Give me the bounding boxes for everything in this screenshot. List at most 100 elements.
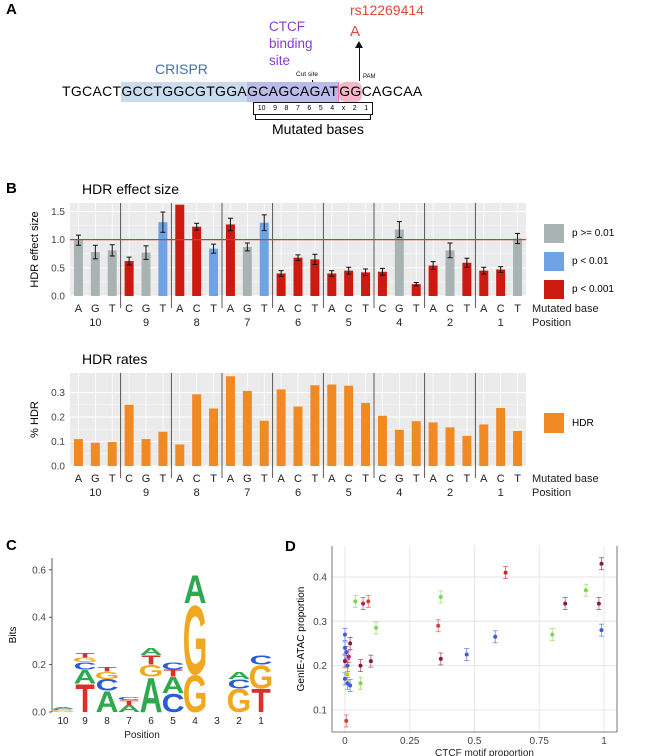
data-point (344, 718, 349, 723)
pos-index: 10 (257, 105, 266, 112)
base-label: C (193, 473, 201, 485)
base-label: T (464, 473, 471, 485)
mutated-base-label: Mutated base (532, 473, 599, 485)
base-label: T (514, 473, 521, 485)
position-label: 9 (143, 317, 149, 329)
base-label: T (210, 303, 217, 315)
legend-label: HDR (572, 417, 594, 429)
bar (158, 222, 168, 296)
position-axis-label: Position (532, 487, 571, 499)
position-tick-label: 10 (57, 716, 69, 727)
position-tick-label: 3 (214, 716, 220, 727)
position-label: 9 (143, 487, 149, 499)
logo-letter: A (228, 670, 251, 681)
data-point (550, 632, 555, 637)
pos-index: 7 (295, 105, 300, 112)
position-label: 2 (447, 487, 453, 499)
base-label: A (429, 473, 437, 485)
position-label: 5 (346, 487, 352, 499)
logo-letter: A (140, 646, 163, 657)
bar (310, 259, 320, 296)
position-label: 8 (194, 317, 200, 329)
y-tick-label: 0.3 (313, 617, 327, 628)
base-label: T (362, 473, 369, 485)
panel-a: A rs12269414 A CTCF binding site CRISPR … (0, 0, 658, 150)
bar (327, 384, 337, 466)
logo-letter: G (183, 585, 208, 695)
base-label: C (497, 473, 505, 485)
legend-item: p >= 0.01 (544, 220, 614, 246)
base-label: T (261, 303, 268, 315)
logo-letter: T (251, 682, 271, 719)
base-label: T (413, 473, 420, 485)
base-label: T (261, 473, 268, 485)
position-label: 4 (396, 487, 402, 499)
seq-ctcf-a: GCAGC (247, 82, 300, 102)
base-label: G (395, 303, 404, 315)
base-label: C (193, 303, 201, 315)
y-axis-label: % HDR (29, 401, 41, 438)
panel-c-label: C (6, 537, 17, 554)
base-label: T (210, 473, 217, 485)
bar (141, 252, 151, 296)
bar (175, 204, 185, 296)
data-point (342, 659, 347, 664)
position-label: 6 (295, 487, 301, 499)
bar (445, 427, 455, 466)
base-label: T (464, 303, 471, 315)
position-tick-label: 8 (104, 716, 110, 727)
data-point (361, 601, 366, 606)
bar (479, 270, 489, 296)
x-tick-label: 1 (601, 736, 607, 747)
seq-crispr: GCCTGGCGTGGA (121, 82, 248, 102)
bar (377, 415, 387, 466)
logo-letter: T (75, 651, 94, 658)
logo-letter: C (162, 689, 185, 718)
pos-index: 6 (307, 105, 312, 112)
bar (175, 444, 185, 466)
logo-letter: T (141, 653, 161, 668)
bar (124, 261, 134, 296)
base-label: G (91, 473, 100, 485)
x-tick-label: 0 (342, 736, 348, 747)
base-label: T (514, 303, 521, 315)
bar (496, 269, 506, 296)
ctcf-label: CTCF binding site (269, 18, 313, 69)
legend-label: p < 0.001 (572, 283, 614, 295)
y-tick-label: 0.0 (32, 708, 46, 719)
data-point (436, 623, 441, 628)
position-label: 1 (498, 317, 504, 329)
bar (327, 273, 337, 296)
logo-letter: G (139, 662, 164, 680)
bar (462, 262, 472, 296)
mutated-base-label: Mutated base (532, 303, 599, 315)
bar (259, 420, 269, 466)
legend-label: p >= 0.01 (572, 227, 615, 239)
bar (310, 385, 320, 466)
bar (107, 442, 117, 466)
logo-letter: A (184, 568, 207, 612)
logo-letter: G (95, 670, 120, 681)
x-tick-label: 0.5 (468, 736, 482, 747)
position-box: 10 9 8 7 6 5 4 x 2 1 (253, 102, 373, 115)
bar (192, 226, 202, 296)
y-tick-label: 0.6 (32, 565, 46, 576)
base-label: T (362, 303, 369, 315)
legend-swatch (544, 223, 564, 243)
logo-letter: C (96, 676, 119, 694)
position-label: 7 (244, 317, 250, 329)
y-tick-label: 1.5 (51, 207, 65, 218)
base-label: G (142, 303, 151, 315)
legend-label: p < 0.01 (572, 255, 609, 267)
base-label: C (345, 473, 353, 485)
legend-swatch (544, 413, 564, 433)
base-label: C (345, 303, 353, 315)
bar (73, 240, 83, 296)
data-point (503, 570, 508, 575)
logo-letter: T (75, 677, 94, 721)
ctcf-label-line: CTCF (269, 19, 305, 34)
position-label: 6 (295, 317, 301, 329)
data-point (342, 676, 347, 681)
position-label: 8 (194, 487, 200, 499)
pam-label: PAM (363, 74, 376, 80)
